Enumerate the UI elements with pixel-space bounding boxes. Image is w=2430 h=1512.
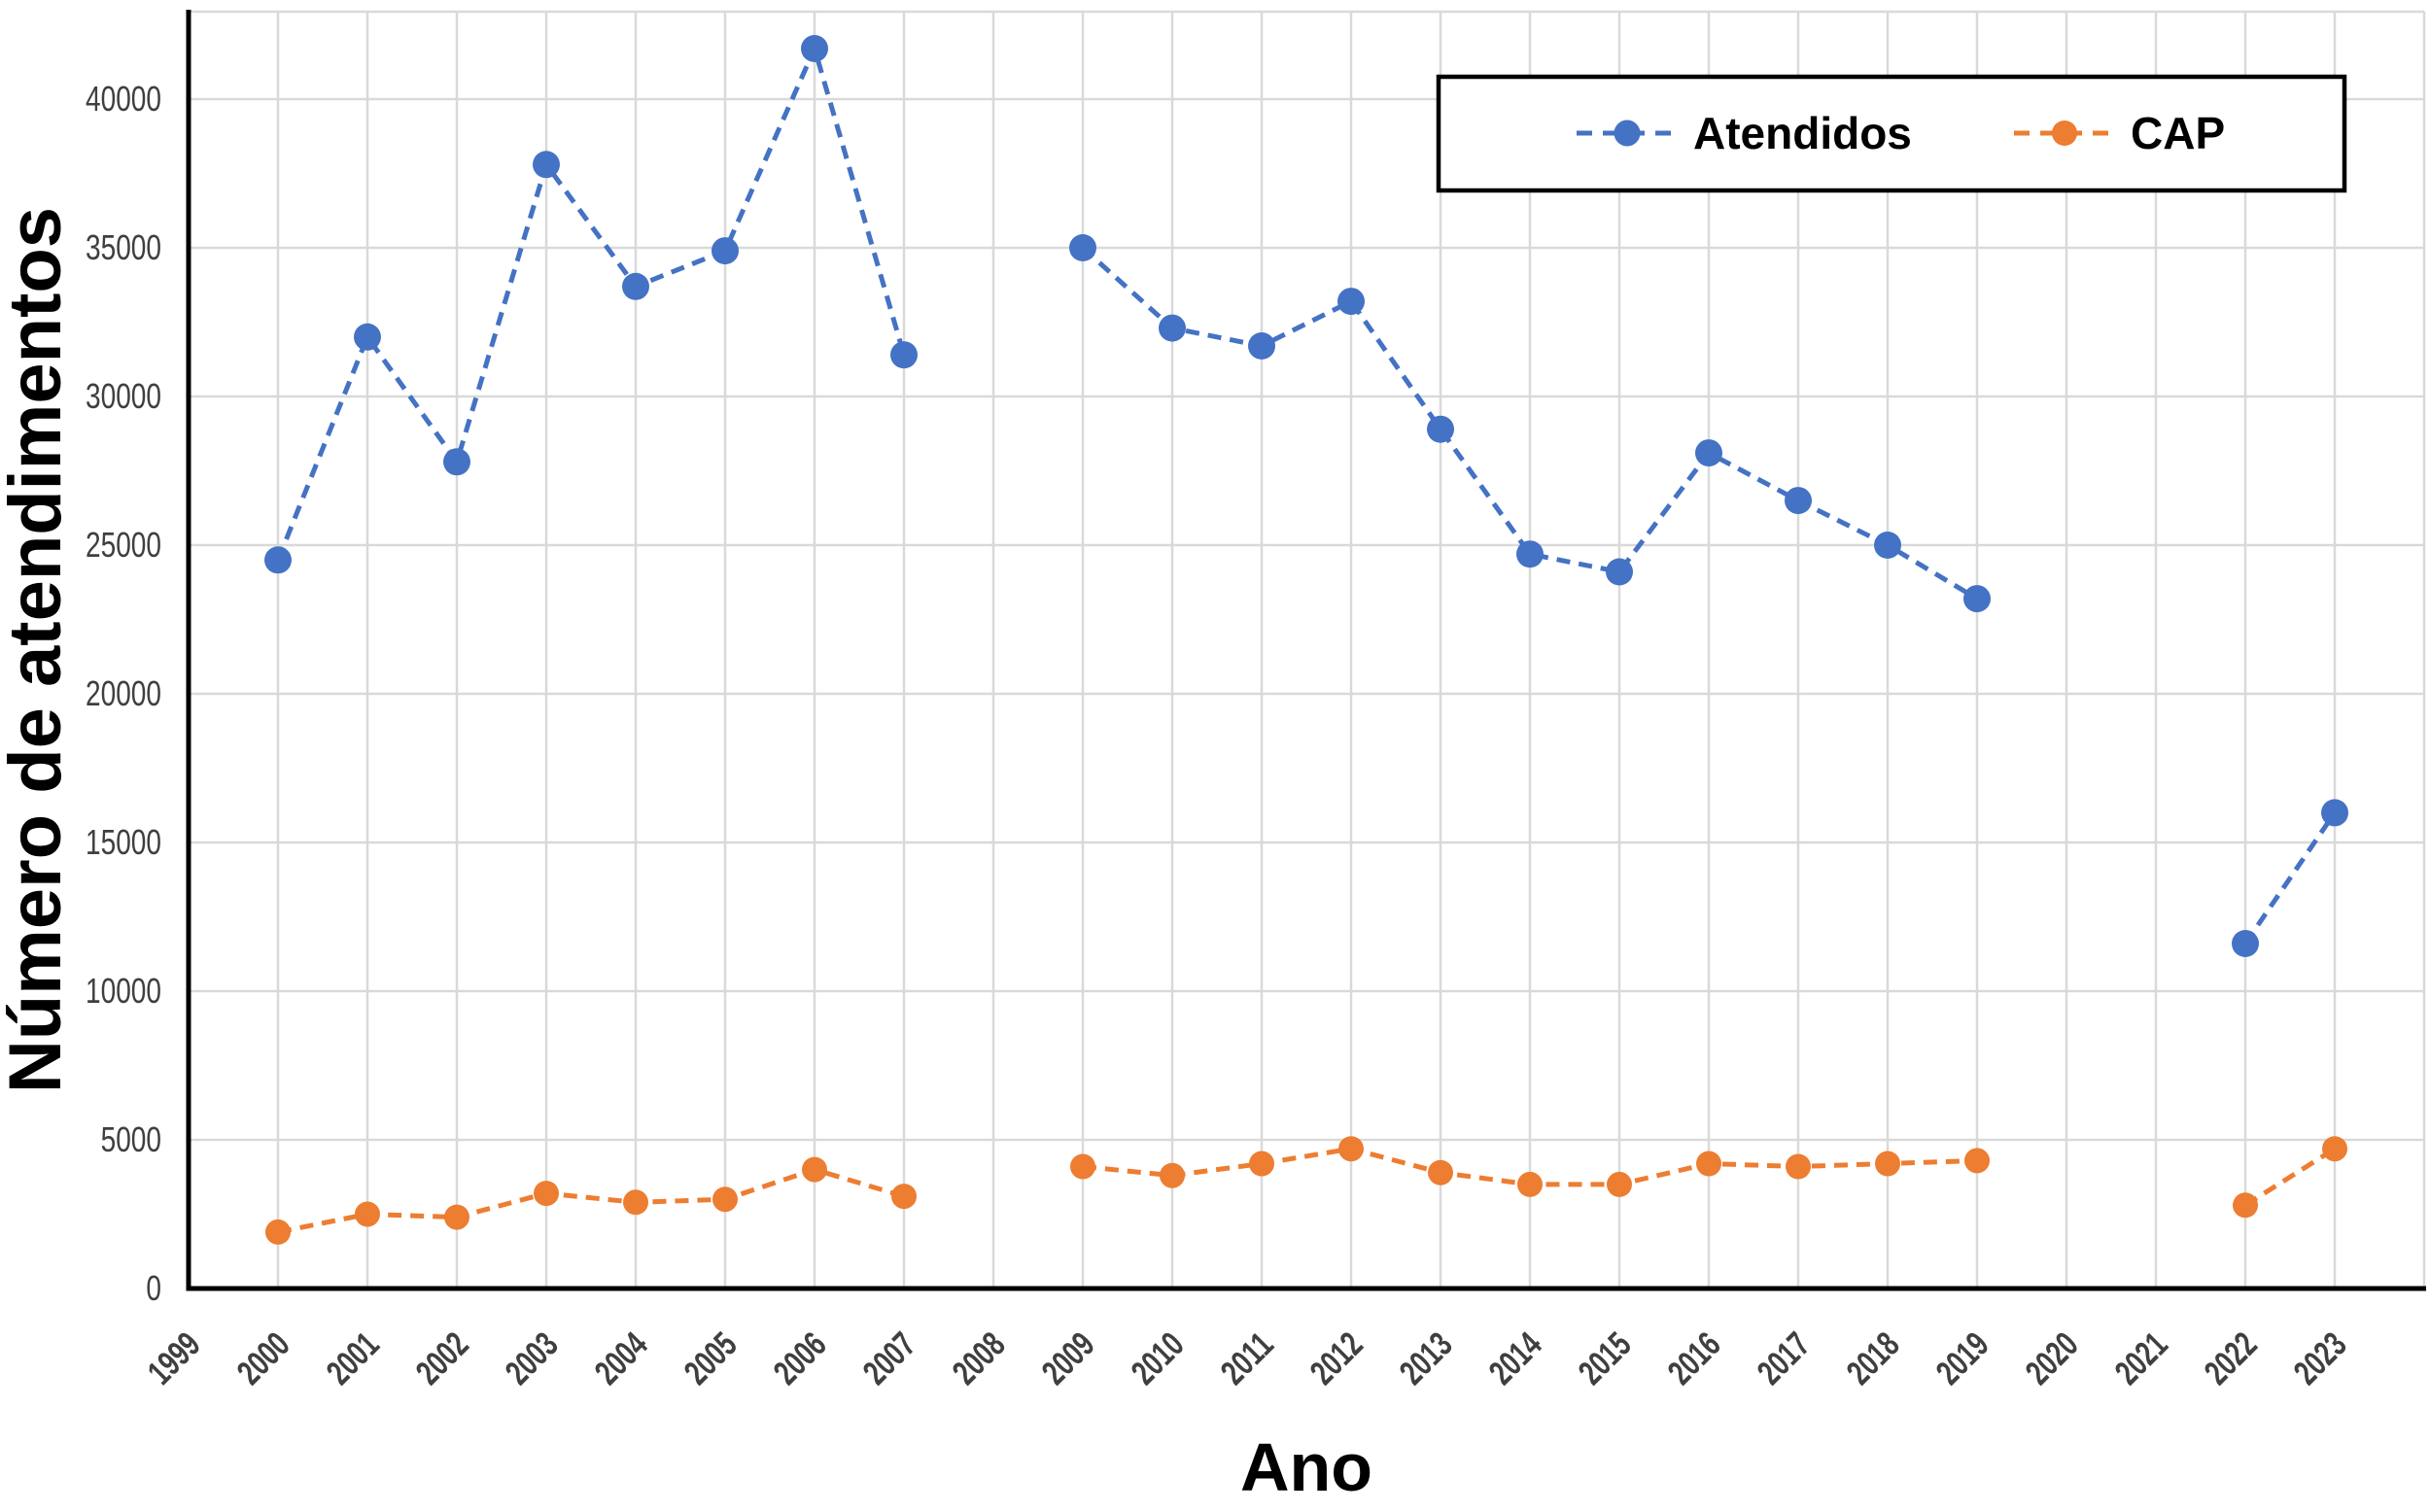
data-series [264, 35, 2348, 1245]
data-point-atendidos-2017 [1785, 487, 1812, 515]
legend-marker-dot-cap [2052, 120, 2077, 146]
data-point-cap-2009 [1070, 1153, 1095, 1180]
data-point-atendidos-2016 [1695, 439, 1722, 467]
data-point-cap-2002 [444, 1204, 469, 1230]
x-tick-label: 2007 [855, 1324, 923, 1392]
tick-labels: 0 5000 10000 15000 20000 25000 30000 35000 40000… [86, 79, 2354, 1392]
x-tick-label: 2017 [1750, 1324, 1818, 1392]
y-tick-label: 40000 [86, 79, 161, 119]
x-tick-label: 2018 [1839, 1324, 1907, 1392]
data-point-atendidos-2012 [1337, 288, 1365, 316]
data-point-atendidos-2000 [264, 546, 292, 574]
data-point-cap-2019 [1964, 1148, 1990, 1174]
y-tick-label: 25000 [86, 525, 161, 565]
data-point-atendidos-2022 [2232, 930, 2259, 957]
x-tick-label: 2013 [1392, 1324, 1460, 1392]
x-tick-label: 2000 [229, 1324, 297, 1392]
legend: Atendidos CAP [1436, 74, 2347, 193]
data-point-atendidos-2005 [712, 237, 739, 265]
x-tick-label: 2004 [587, 1324, 655, 1392]
data-point-atendidos-2015 [1606, 558, 1633, 586]
data-point-atendidos-2011 [1248, 332, 1275, 360]
data-point-cap-2016 [1696, 1151, 1721, 1177]
data-point-cap-2001 [355, 1201, 380, 1227]
x-tick-label: 2015 [1571, 1324, 1639, 1392]
x-tick-label: 2014 [1481, 1324, 1549, 1392]
axes [186, 10, 2426, 1291]
data-point-cap-2022 [2233, 1192, 2258, 1219]
legend-label-atendidos: Atendidos [1693, 108, 1912, 158]
data-point-cap-2014 [1517, 1171, 1543, 1197]
series-line-atendidos [275, 41, 2338, 945]
gridlines [189, 10, 2426, 1289]
data-point-cap-2023 [2322, 1136, 2347, 1162]
x-tick-label: 2012 [1302, 1324, 1371, 1392]
x-tick-label: 2011 [1213, 1324, 1281, 1392]
data-point-atendidos-2004 [622, 272, 649, 300]
data-point-atendidos-2023 [2321, 799, 2348, 827]
legend-item-atendidos: Atendidos [1577, 108, 1912, 158]
y-tick-label: 0 [146, 1268, 161, 1308]
data-point-atendidos-2014 [1516, 540, 1544, 568]
data-point-atendidos-2001 [354, 323, 381, 351]
y-tick-label: 20000 [86, 673, 161, 713]
x-axis-title: Ano [1240, 1429, 1372, 1505]
y-axis-title: Número de atendimentos [0, 207, 77, 1093]
x-tick-label: 2023 [2286, 1324, 2354, 1392]
x-tick-label: 2002 [408, 1324, 476, 1392]
y-tick-label: 10000 [86, 971, 161, 1011]
data-point-atendidos-2002 [443, 448, 470, 476]
x-tick-label: 2016 [1660, 1324, 1728, 1392]
x-tick-label: 2008 [945, 1324, 1013, 1392]
x-tick-label: 1999 [140, 1324, 208, 1392]
legend-item-cap: CAP [2014, 108, 2225, 158]
data-point-atendidos-2018 [1874, 532, 1901, 559]
data-point-cap-2015 [1607, 1171, 1632, 1197]
data-point-cap-2004 [623, 1189, 648, 1216]
data-point-cap-2018 [1875, 1151, 1900, 1177]
y-tick-label: 15000 [86, 822, 161, 862]
data-point-atendidos-2009 [1069, 234, 1096, 261]
data-point-cap-2000 [265, 1219, 291, 1245]
data-point-atendidos-2019 [1963, 585, 1991, 613]
data-point-cap-2010 [1160, 1162, 1185, 1188]
legend-label-cap: CAP [2131, 108, 2225, 158]
x-tick-label: 2010 [1124, 1324, 1192, 1392]
data-point-cap-2011 [1249, 1151, 1274, 1177]
data-point-atendidos-2006 [801, 35, 828, 62]
y-tick-label: 30000 [86, 376, 161, 416]
data-point-cap-2013 [1428, 1159, 1453, 1186]
data-point-atendidos-2007 [890, 341, 918, 369]
data-point-cap-2017 [1786, 1153, 1811, 1180]
data-point-cap-2006 [802, 1156, 827, 1183]
data-point-cap-2007 [891, 1184, 917, 1210]
x-tick-label: 2001 [319, 1324, 387, 1392]
x-tick-label: 2021 [2107, 1324, 2175, 1392]
x-tick-label: 2005 [677, 1324, 745, 1392]
x-tick-label: 2009 [1034, 1324, 1102, 1392]
x-tick-label: 2003 [498, 1324, 566, 1392]
x-tick-label: 2022 [2197, 1324, 2265, 1392]
x-tick-label: 2019 [1928, 1324, 1996, 1392]
data-point-cap-2012 [1338, 1136, 1364, 1162]
data-point-atendidos-2003 [533, 151, 560, 179]
data-point-cap-2003 [534, 1181, 559, 1207]
x-tick-label: 2020 [2018, 1324, 2086, 1392]
legend-marker-dot-atendidos [1614, 120, 1641, 147]
series-line-cap [277, 1146, 2337, 1235]
data-point-atendidos-2010 [1159, 314, 1186, 342]
data-point-atendidos-2013 [1427, 415, 1454, 443]
x-tick-label: 2006 [766, 1324, 834, 1392]
y-tick-label: 35000 [86, 227, 161, 267]
y-tick-label: 5000 [101, 1119, 161, 1159]
data-point-cap-2005 [712, 1186, 738, 1213]
